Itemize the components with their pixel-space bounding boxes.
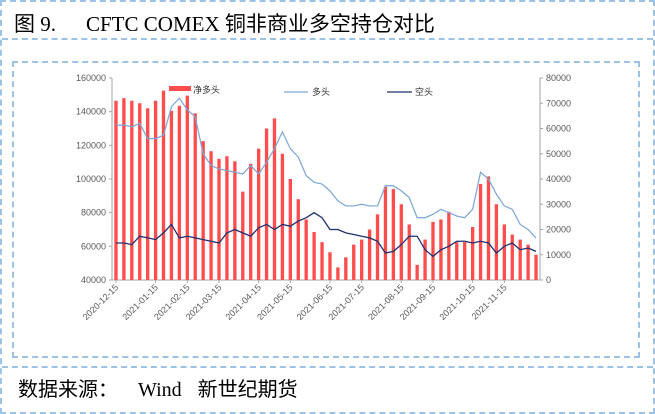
net-long-bar: [233, 161, 237, 280]
net-long-bar: [328, 252, 332, 280]
source-provider: 新世纪期货: [197, 379, 298, 401]
net-long-bar: [478, 184, 483, 280]
net-long-bar: [256, 148, 261, 280]
net-long-bar: [312, 232, 316, 280]
net-long-bar: [217, 158, 221, 280]
y-right-tick-label: 0: [546, 275, 551, 285]
legend-label-long: 多头: [312, 86, 330, 98]
net-long-bar: [169, 110, 174, 280]
net-long-bar: [201, 141, 205, 281]
net-long-bar: [360, 239, 364, 280]
net-long-bar: [320, 242, 324, 281]
chart-area: [12, 61, 640, 358]
net-long-bar: [375, 214, 380, 280]
net-long-bar: [272, 118, 277, 281]
long-line: [115, 97, 537, 239]
net-long-bar: [407, 224, 411, 280]
y-right-tick-label: 20000: [546, 225, 571, 235]
x-tick-label: 2020-12-15: [81, 282, 121, 322]
net-long-bar: [249, 163, 253, 280]
y-left-tick-label: 60000: [81, 241, 106, 251]
net-long-bar: [304, 219, 308, 280]
net-long-bar: [296, 199, 300, 280]
y-left-tick-label: 40000: [81, 275, 106, 285]
source-name: Wind: [138, 379, 182, 401]
net-long-bar: [352, 244, 356, 280]
title-separator: [2, 38, 653, 40]
net-long-bar: [423, 239, 427, 280]
net-long-bar: [463, 242, 467, 281]
net-long-bar: [455, 242, 459, 281]
y-right-tick-label: 30000: [546, 199, 571, 209]
net-long-bar: [415, 264, 419, 280]
net-long-bar: [367, 229, 372, 280]
legend-label-net: 净多头: [193, 84, 220, 96]
net-long-bar: [391, 189, 396, 280]
net-long-bar: [138, 103, 142, 280]
net-long-bar: [161, 90, 166, 281]
net-long-bar: [526, 244, 530, 280]
figure-title: 图 9. CFTC COMEX 铜非商业多空持仓对比: [14, 8, 435, 38]
y-right-tick-label: 60000: [546, 124, 571, 134]
y-right-tick-label: 70000: [546, 98, 571, 108]
net-long-bar: [241, 191, 245, 281]
net-long-bar: [431, 221, 435, 280]
y-left-tick-label: 120000: [76, 140, 106, 150]
y-right-tick-label: 10000: [546, 250, 571, 260]
y-left-tick-label: 140000: [76, 107, 106, 117]
y-left-tick-label: 100000: [76, 174, 106, 184]
net-long-bar: [280, 153, 285, 280]
net-long-bar: [114, 100, 118, 280]
net-long-bar: [518, 239, 522, 280]
net-long-bar: [510, 234, 514, 280]
net-long-bar: [153, 100, 158, 280]
net-long-bar: [264, 128, 269, 280]
y-right-tick-label: 80000: [546, 73, 571, 83]
net-long-bar: [470, 226, 475, 280]
net-long-bar: [209, 151, 213, 280]
net-long-bar: [494, 204, 499, 280]
net-long-bar: [534, 254, 538, 280]
source-label: 数据来源：: [18, 379, 118, 401]
short-line: [115, 211, 537, 258]
net-long-bar: [185, 95, 189, 281]
figure-number: 图 9.: [14, 12, 56, 36]
y-right-tick-label: 40000: [546, 174, 571, 184]
net-long-bar: [502, 224, 506, 280]
net-long-bar: [336, 267, 340, 281]
net-long-bar: [486, 176, 491, 280]
y-left-tick-label: 80000: [81, 208, 106, 218]
net-long-bar: [122, 98, 126, 280]
net-long-bar: [383, 186, 388, 280]
footer-separator: [2, 366, 653, 368]
net-long-bar: [146, 108, 150, 280]
figure-title-text: CFTC COMEX 铜非商业多空持仓对比: [86, 12, 435, 36]
net-long-bar: [288, 179, 292, 280]
y-right-tick-label: 50000: [546, 149, 571, 159]
net-long-bar: [193, 113, 197, 280]
net-long-bar: [177, 105, 182, 281]
legend-label-short: 空头: [415, 86, 433, 98]
net-long-bar: [130, 100, 134, 280]
net-long-bar: [225, 156, 229, 280]
net-long-bar: [344, 257, 348, 280]
net-long-bar: [399, 204, 403, 280]
legend-swatch-net: [169, 86, 191, 91]
source-line: 数据来源： Wind 新世纪期货: [18, 373, 298, 402]
y-left-tick-label: 160000: [76, 73, 106, 83]
